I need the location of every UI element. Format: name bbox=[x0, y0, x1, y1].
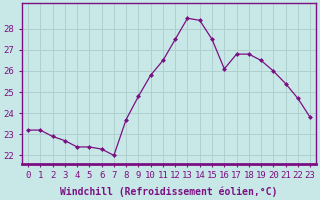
X-axis label: Windchill (Refroidissement éolien,°C): Windchill (Refroidissement éolien,°C) bbox=[60, 186, 278, 197]
